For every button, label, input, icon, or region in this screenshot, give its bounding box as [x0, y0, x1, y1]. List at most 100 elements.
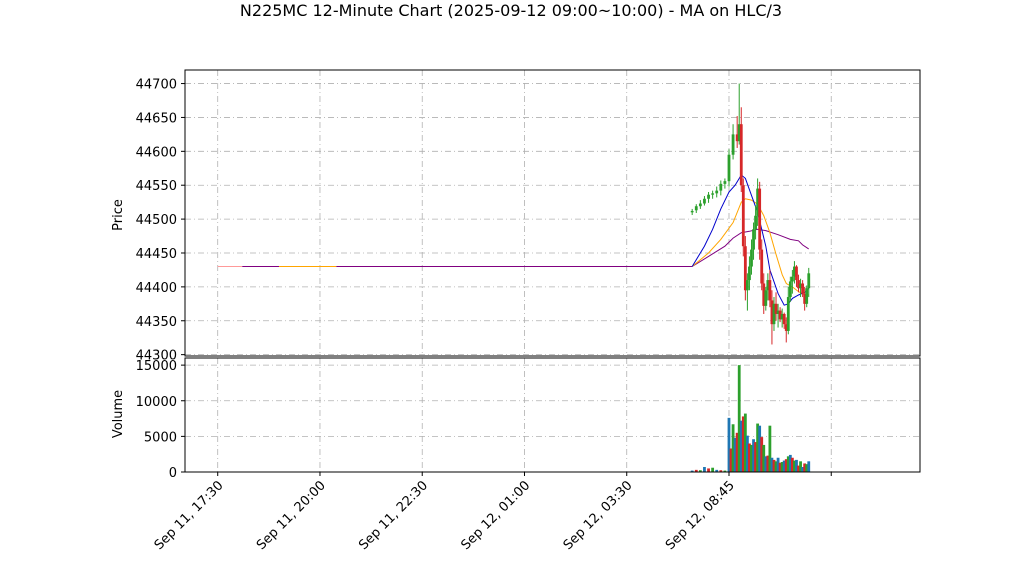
volume-bar	[801, 467, 805, 472]
candle-body	[758, 188, 762, 250]
volume-bar	[690, 470, 694, 472]
volume-panel-frame	[184, 357, 921, 473]
candle-body	[715, 190, 719, 194]
candle-body	[723, 181, 727, 184]
volume-bar	[784, 459, 788, 472]
candle-body	[735, 134, 739, 142]
candle-body	[719, 183, 723, 191]
volume-bar	[795, 459, 798, 472]
volume-bar	[790, 457, 794, 472]
volume-bar	[776, 457, 780, 472]
candle-body	[790, 276, 794, 282]
candle-body	[782, 313, 786, 325]
price-tick-label: 44350	[136, 315, 177, 330]
candle-body	[803, 293, 807, 304]
volume-bar	[723, 470, 727, 472]
volume-bar	[752, 439, 755, 472]
candle-body	[741, 185, 745, 247]
volume-bar	[731, 424, 735, 472]
candle-body	[807, 273, 811, 289]
candle-body	[754, 215, 757, 230]
candle-body	[762, 283, 766, 306]
volume-bar	[805, 464, 809, 472]
volume-bar	[729, 448, 733, 472]
candle-body	[748, 266, 751, 281]
volume-axis-label: Volume	[111, 390, 126, 438]
candle-body	[745, 280, 749, 291]
candle-body	[776, 310, 780, 314]
volume-bar	[778, 462, 782, 472]
volume-tick-label: 15000	[136, 359, 177, 374]
volume-bar	[733, 437, 737, 472]
candle-body	[737, 124, 741, 142]
volume-tick-label: 0	[169, 466, 177, 481]
volume-bar	[737, 365, 741, 472]
volume-tick-label: 5000	[144, 430, 177, 445]
volume-bar	[764, 456, 768, 472]
candle-body	[750, 249, 753, 267]
price-tick-label: 44550	[136, 179, 177, 194]
volume-bar	[735, 432, 739, 472]
candle-body	[774, 303, 778, 314]
candle-body	[739, 124, 743, 186]
candle-body	[786, 297, 790, 331]
volume-bar	[786, 456, 790, 472]
price-axis-label: Price	[111, 199, 126, 231]
price-panel: 44300 44350 44400 44450 44500 44550 44600 44650…	[136, 69, 921, 364]
candle-body	[766, 280, 770, 291]
price-tick-label: 44600	[136, 145, 177, 160]
volume-bar	[807, 461, 811, 472]
volume-bar	[762, 444, 766, 472]
volume-bar	[719, 470, 723, 472]
candle-body	[801, 283, 805, 294]
volume-bar	[743, 413, 747, 472]
volume-bar	[707, 468, 710, 472]
candle-body	[698, 203, 702, 207]
volume-bar	[756, 423, 760, 472]
volume-bar	[748, 443, 751, 472]
candle-body	[778, 310, 782, 320]
candle-body	[797, 280, 800, 289]
candle-body	[711, 193, 715, 195]
volume-bar	[727, 417, 731, 472]
candle-body	[703, 198, 706, 204]
volume-bar	[711, 467, 715, 472]
price-panel-frame	[184, 69, 921, 357]
price-tick-label: 44450	[136, 247, 177, 262]
candle-body	[772, 303, 776, 325]
price-tick-label: 44650	[136, 111, 177, 126]
volume-bar	[797, 465, 800, 472]
volume-bar	[780, 462, 784, 472]
candle-body	[760, 249, 764, 284]
volume-bar	[758, 425, 762, 472]
volume-bar	[793, 460, 796, 472]
volume-bar	[698, 470, 702, 472]
volume-bar	[694, 469, 698, 472]
candle-body	[694, 206, 698, 211]
ma-mid-line	[691, 198, 809, 296]
volume-bar	[774, 461, 778, 472]
volume-bar	[768, 425, 772, 472]
volume-bar	[703, 467, 706, 472]
volume-tick-label: 10000	[136, 395, 177, 410]
ma-long-line	[691, 228, 809, 267]
chart-title: N225MC 12-Minute Chart (2025-09-12 09:00…	[240, 1, 782, 20]
candle-body	[756, 188, 760, 216]
volume-bar	[772, 459, 776, 472]
volume-bar	[766, 455, 770, 472]
volume-bar	[770, 457, 774, 472]
price-tick-label: 44300	[136, 349, 177, 364]
volume-bar	[739, 420, 743, 472]
price-tick-label: 44500	[136, 213, 177, 228]
volume-bar	[803, 463, 807, 472]
candle-body	[795, 266, 798, 281]
volume-bar	[788, 454, 792, 472]
candle-body	[799, 283, 802, 289]
volume-bar	[782, 460, 786, 472]
candle-body	[793, 266, 796, 277]
candle-body	[690, 210, 694, 213]
volume-bar	[741, 416, 745, 472]
candle-body	[784, 324, 788, 331]
candle-body	[727, 154, 731, 182]
